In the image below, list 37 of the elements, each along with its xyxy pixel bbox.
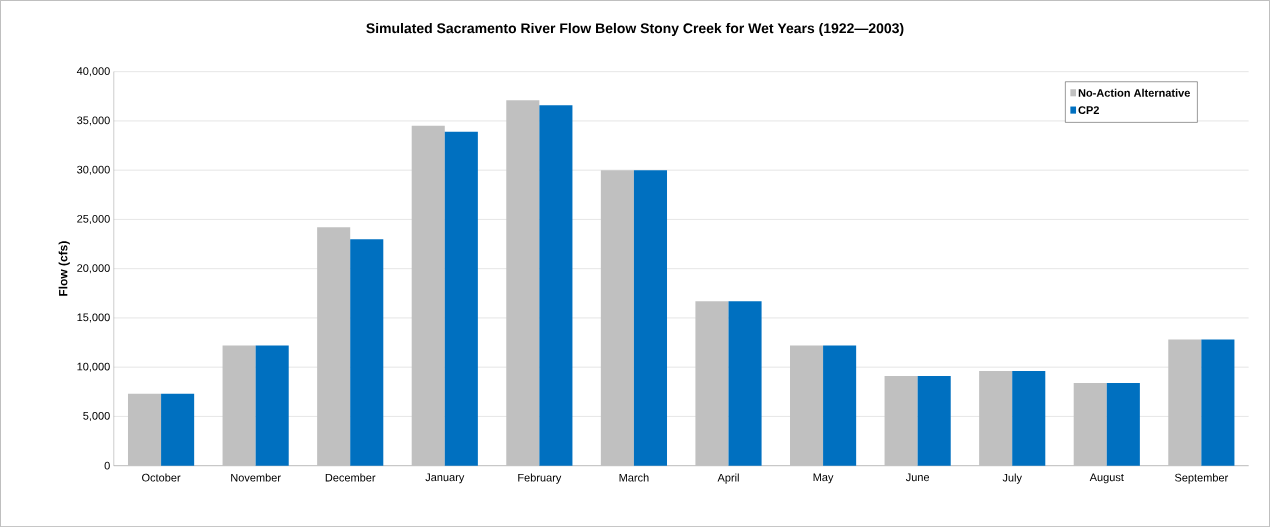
bar [444,131,478,466]
x-tick-label: June [905,473,930,482]
bar [1012,371,1046,466]
y-tick-label: 0 [104,461,110,470]
y-tick-label: 35,000 [77,116,110,126]
x-tick-label: January [425,473,465,484]
bar [350,239,384,466]
bar [161,393,195,466]
y-tick-label: 20,000 [77,264,110,274]
x-tick-label: March [619,473,649,482]
y-tick-label: 40,000 [76,67,110,77]
y-tick-label: 15,000 [77,313,110,323]
bar [823,345,857,466]
chart-title: Simulated Sacramento River Flow Below Stony Creek for Wet Years (1922—2003) [366,22,904,36]
legend-label: No-Action Alternative [1078,88,1190,97]
x-tick-label: October [142,473,181,482]
x-tick-label: July [1002,473,1022,484]
bar [1106,382,1140,466]
y-tick-label: 30,000 [77,165,110,175]
y-axis-title: Flow (cfs) [58,241,70,296]
bar [1201,339,1235,466]
x-tick-label: September [1174,473,1229,484]
y-tick-label: 25,000 [77,214,110,224]
legend-label: CP2 [1078,106,1099,114]
x-tick-label: November [231,473,281,482]
x-tick-label: August [1089,473,1124,484]
bar [728,301,762,466]
bar [633,170,668,466]
x-tick-label: May [813,473,834,484]
bar [255,345,289,466]
x-tick-label: April [717,473,739,484]
bar [539,105,573,466]
y-tick-label: 5,000 [83,411,110,421]
y-tick-label: 10,000 [77,362,110,372]
x-tick-label: December [325,473,376,482]
x-tick-label: February [518,473,562,484]
bar [917,376,951,466]
